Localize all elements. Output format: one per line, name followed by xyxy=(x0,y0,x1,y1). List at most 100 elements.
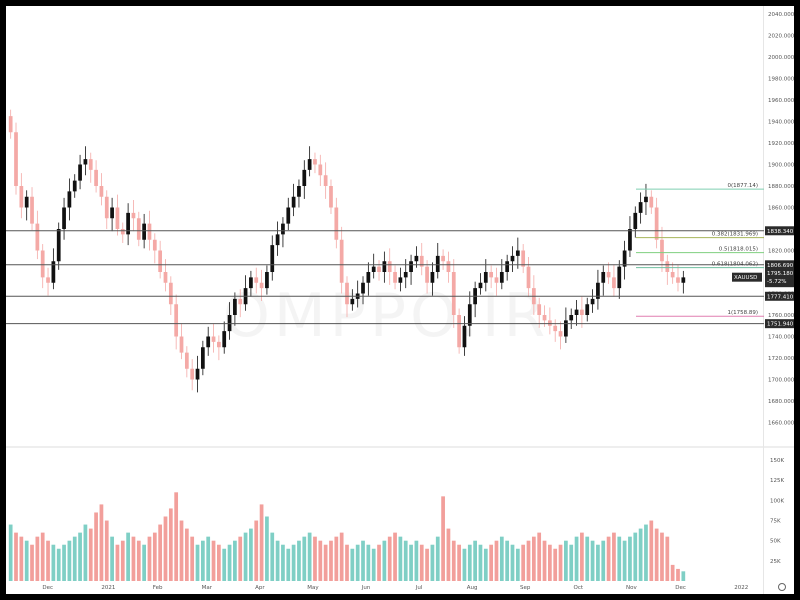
volume-bar xyxy=(361,540,365,581)
candle-body xyxy=(94,169,98,186)
candle-body xyxy=(681,277,686,283)
level-price-tag-label: 1751.940 xyxy=(767,322,794,328)
volume-bar xyxy=(553,548,558,581)
candle-body xyxy=(366,272,371,283)
candle-body xyxy=(200,347,205,369)
candle-body xyxy=(644,196,648,203)
volume-bar xyxy=(633,532,638,581)
volume-bar xyxy=(574,536,579,581)
candle-body xyxy=(249,277,253,289)
fib-level-label: 1(1758.89) xyxy=(727,310,758,316)
candle-body xyxy=(590,298,595,305)
volume-bar xyxy=(350,548,355,581)
last-price-label: 1795.180 xyxy=(767,271,794,277)
price-tick-label: 2020.000 xyxy=(768,34,794,40)
time-axis-label: Nov xyxy=(626,585,637,591)
settings-gear-icon[interactable] xyxy=(778,583,786,591)
candle-body xyxy=(83,159,88,165)
candle-body xyxy=(329,186,333,208)
volume-bar xyxy=(142,544,147,581)
volume-bar xyxy=(46,540,50,581)
volume-bar xyxy=(254,520,259,581)
candle-body xyxy=(649,196,654,208)
price-tick-label: 1900.000 xyxy=(768,163,794,169)
level-price-tag-label: 1777.410 xyxy=(767,294,794,300)
candle-body xyxy=(259,282,264,289)
candle-body xyxy=(547,320,552,326)
candle-body xyxy=(596,282,600,299)
volume-bar xyxy=(217,544,221,581)
level-price-tag xyxy=(765,260,794,270)
volume-bar xyxy=(435,536,440,581)
time-axis-label: Dec xyxy=(675,585,686,591)
candle-body xyxy=(115,207,120,229)
candle-body xyxy=(195,368,200,380)
volume-bar xyxy=(286,548,291,581)
candle-body xyxy=(462,325,467,348)
volume-bar xyxy=(163,516,168,581)
volume-bar xyxy=(526,540,531,581)
candle-body xyxy=(441,255,445,262)
candle-body xyxy=(505,261,510,272)
volume-bar xyxy=(307,532,312,581)
volume-bar xyxy=(494,540,499,581)
candle-body xyxy=(350,298,355,305)
volume-bar xyxy=(62,544,66,581)
candle-body xyxy=(174,304,179,337)
volume-bar xyxy=(190,536,195,581)
candle-body xyxy=(78,164,82,181)
candle-body xyxy=(633,212,638,229)
candle-body xyxy=(467,304,472,326)
candle-body xyxy=(35,223,40,251)
volume-tick-label: 100K xyxy=(770,498,784,504)
time-axis-label: May xyxy=(307,585,319,591)
candle-body xyxy=(110,207,114,219)
candle-body xyxy=(142,223,147,240)
candle-body xyxy=(339,239,344,283)
candle-body xyxy=(72,180,77,192)
volume-bar xyxy=(499,536,504,581)
volume-bar xyxy=(14,532,18,581)
volume-bar xyxy=(265,516,269,581)
volume-bar xyxy=(126,532,130,581)
price-tick-label: 1880.000 xyxy=(768,184,794,190)
volume-bar xyxy=(88,528,93,581)
volume-bar xyxy=(478,544,483,581)
volume-bar xyxy=(505,540,510,581)
volume-bar xyxy=(441,496,445,581)
candle-body xyxy=(489,272,494,278)
volume-bar xyxy=(275,540,280,581)
candle-body xyxy=(19,186,24,208)
volume-bar xyxy=(281,544,285,581)
candle-body xyxy=(676,277,680,283)
candle-body xyxy=(206,336,211,348)
volume-bar xyxy=(660,532,664,581)
price-tick-label: 1980.000 xyxy=(768,77,794,83)
volume-bar xyxy=(398,536,403,581)
fib-level-label: 0.5(1818.015) xyxy=(719,247,758,253)
volume-bar xyxy=(110,536,114,581)
candle-body xyxy=(313,159,317,165)
volume-bar xyxy=(131,536,136,581)
volume-bar xyxy=(382,540,387,581)
volume-bar xyxy=(355,544,360,581)
volume-bar xyxy=(585,536,590,581)
candle-body xyxy=(62,207,66,229)
candle-body xyxy=(574,309,579,315)
volume-bar xyxy=(195,544,200,581)
candle-body xyxy=(387,261,392,272)
volume-bar xyxy=(649,520,654,581)
candle-body xyxy=(499,272,504,283)
price-tick-label: 2040.000 xyxy=(768,12,794,18)
candle-body xyxy=(446,261,451,272)
volume-bar xyxy=(596,544,600,581)
candle-body xyxy=(30,196,34,224)
candle-body xyxy=(606,272,611,278)
candle-body xyxy=(409,261,413,272)
volume-bar xyxy=(681,571,686,581)
candle-body xyxy=(131,212,136,219)
volume-bar xyxy=(35,536,40,581)
volume-bar xyxy=(451,540,456,581)
candle-body xyxy=(494,277,499,283)
time-axis-label: Apr xyxy=(255,585,265,591)
